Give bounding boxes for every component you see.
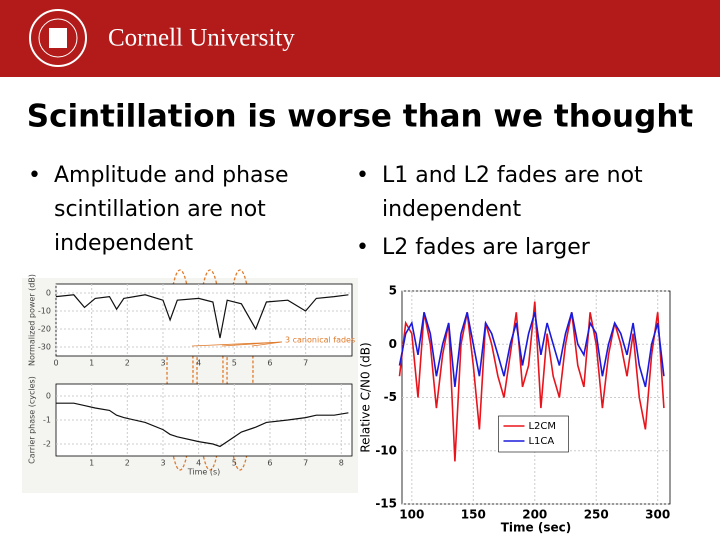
x-axis-label: Time (s) [187,468,221,477]
logo-shield [49,28,67,48]
x-tick-label: 2 [125,459,130,468]
bullet-text: L1 and L2 fades are not independent [382,163,643,222]
logo-seal [29,9,87,67]
x-tick-label: 250 [584,507,609,521]
x-tick-label: 100 [399,507,424,521]
y-axis-label: Normalized power (dB) [28,274,37,366]
x-tick-label: 4 [196,459,201,468]
y-tick-label: -15 [375,497,397,511]
x-tick-label: 4 [196,359,201,368]
x-tick-label: 5 [232,359,237,368]
bullet-line: independent [382,197,521,222]
y-tick-label: -20 [38,325,51,334]
x-tick-label: 5 [232,459,237,468]
annotation-arrow [221,341,283,347]
x-tick-label: 6 [267,459,272,468]
bullet-line: L2 fades are larger [382,235,591,260]
x-tick-label: 7 [303,359,308,368]
bullet-line: L1 and L2 fades are not [382,163,643,188]
bullet-dot: • [28,163,41,188]
bullet-text: L2 fades are larger [382,235,591,260]
data-line [398,301,665,462]
fade-ellipse [226,269,254,471]
slide-title: Scintillation is worse than we thought [27,99,694,135]
y-tick-label: -2 [43,440,51,449]
fade-ellipse [166,269,194,471]
header-band [0,0,720,77]
fade-highlights [166,269,254,471]
y-tick-label: -30 [38,343,51,352]
x-axis-label: Time (sec) [501,521,571,535]
x-tick-label: 7 [303,459,308,468]
x-tick-label: 0 [53,359,58,368]
y-tick-label: -5 [384,390,397,404]
annotation: 3 canonical fades [285,336,355,345]
x-tick-label: 8 [339,459,344,468]
bullet-text: Amplitude and phase scintillation are not… [54,163,289,256]
bullet-line: Amplitude and phase [54,163,289,188]
logo-seal-inner [38,18,78,58]
data-line [55,294,349,339]
legend-label: L1CA [528,436,554,447]
data-line [56,402,349,448]
y-tick-label: 0 [46,392,51,401]
y-tick-label: 0 [389,337,397,351]
y-tick-label: 0 [46,289,51,298]
annotation-arrow [251,341,283,347]
x-tick-label: 200 [522,507,547,521]
data-line [398,312,665,388]
y-axis-label: Carrier phase (cycles) [28,376,37,464]
legend-label: L2CM [528,421,556,432]
x-tick-label: 150 [461,507,486,521]
x-tick-label: 1 [89,459,94,468]
legend-box [498,415,569,453]
bullet-dot: • [356,163,369,188]
y-axis-label: Relative C/N0 (dB) [359,342,373,452]
bullet-line: independent [54,231,193,256]
bullet-dot: • [356,235,369,260]
y-tick-label: -10 [38,307,51,316]
x-tick-label: 3 [160,459,165,468]
logo-text: Cornell University [108,25,295,52]
x-tick-label: 6 [267,359,272,368]
x-tick-label: 300 [645,507,670,521]
plot-area [55,283,353,357]
y-tick-label: 5 [389,284,397,298]
y-tick-label: -1 [43,416,51,425]
x-tick-label: 2 [125,359,130,368]
y-tick-label: -10 [375,443,397,457]
bullet-line: scintillation are not [54,197,266,222]
fade-ellipse [196,269,224,471]
x-tick-label: 3 [160,359,165,368]
x-tick-label: 1 [89,359,94,368]
